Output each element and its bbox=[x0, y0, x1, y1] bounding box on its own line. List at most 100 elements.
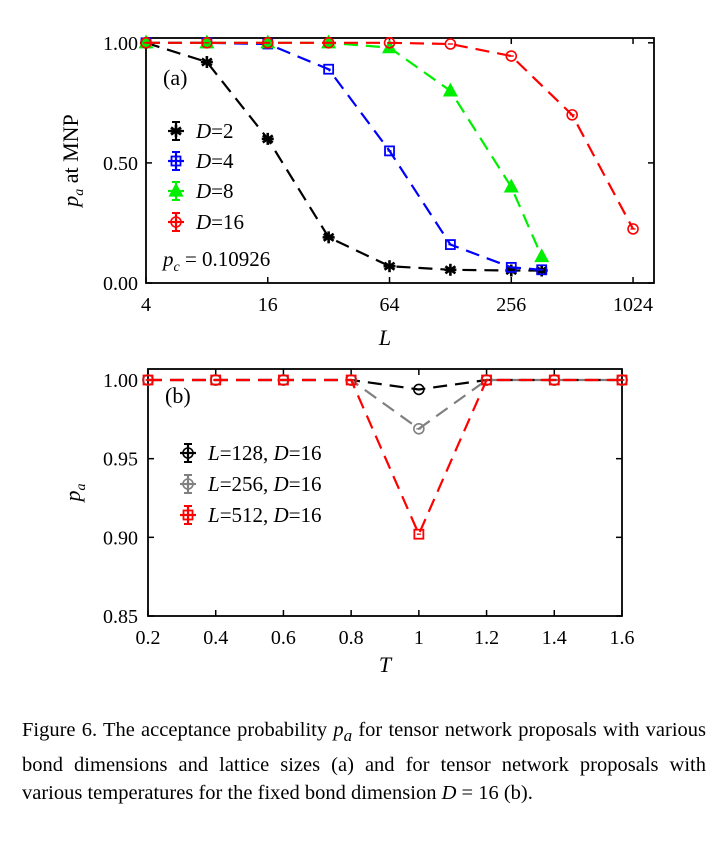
panel-a: 4 16 64 256 1024 0.00 0.50 1.00 Lpa at MNP (a) D=2… bbox=[58, 33, 655, 350]
x-tick-label: 1024 bbox=[613, 294, 653, 316]
data-point bbox=[322, 37, 335, 49]
data-point bbox=[413, 383, 425, 396]
x-tick-label: 0.4 bbox=[203, 627, 228, 649]
panel-label: (a) bbox=[163, 65, 187, 90]
y-tick-label: 0.85 bbox=[103, 606, 138, 628]
y-axis-label-group: pa bbox=[60, 484, 89, 504]
data-point bbox=[548, 374, 560, 386]
x-tick-label: 1 bbox=[414, 627, 424, 649]
x-tick-label: 1.2 bbox=[474, 627, 499, 649]
legend-label: L=128, D=16 bbox=[207, 441, 322, 465]
legend-marker bbox=[170, 155, 182, 167]
legend-entry bbox=[180, 474, 196, 494]
y-tick-label: 1.00 bbox=[103, 370, 138, 392]
x-tick-label: 16 bbox=[258, 294, 278, 316]
y-tick-label: 0.90 bbox=[103, 527, 138, 549]
y-tick-label: 0.00 bbox=[103, 273, 138, 295]
data-point bbox=[481, 374, 492, 386]
data-point bbox=[278, 374, 289, 386]
data-point bbox=[322, 231, 335, 244]
legend-entry bbox=[180, 443, 196, 463]
legend-entry bbox=[168, 181, 184, 201]
series-l512d16 bbox=[142, 374, 628, 540]
caption-lead: Figure 6. The acceptance probability bbox=[22, 719, 334, 741]
x-tick-label: 256 bbox=[496, 294, 526, 316]
y-tick-label: 0.95 bbox=[103, 449, 138, 471]
data-point bbox=[261, 132, 274, 145]
legend-label: D=2 bbox=[195, 119, 234, 143]
legend: D=2 D=4 D=8 D=16 bbox=[168, 119, 244, 234]
data-point bbox=[444, 239, 456, 250]
y-axis-label: pa at MNP bbox=[58, 114, 87, 209]
legend-marker bbox=[168, 182, 184, 197]
data-point bbox=[616, 374, 628, 386]
data-point bbox=[444, 38, 457, 50]
caption-symbol-sub: a bbox=[343, 726, 353, 746]
legend: L=128, D=16 L=256, D=16 L=512, D=16 bbox=[180, 441, 322, 527]
y-tick-label: 1.00 bbox=[103, 33, 138, 55]
x-tick-label: 4 bbox=[141, 294, 151, 316]
legend-marker bbox=[170, 125, 182, 137]
x-tick-label: 0.8 bbox=[339, 627, 364, 649]
caption-symbol: p bbox=[333, 719, 344, 741]
panel-label: (b) bbox=[165, 383, 191, 408]
data-point bbox=[345, 374, 357, 386]
data-point bbox=[201, 37, 213, 49]
data-point bbox=[413, 528, 425, 540]
legend-entry bbox=[180, 505, 196, 525]
legend-label: D=4 bbox=[195, 149, 234, 173]
series-line bbox=[148, 378, 622, 431]
data-point bbox=[383, 260, 396, 273]
caption-tail: = 16 (b). bbox=[456, 782, 533, 805]
figure: 4 16 64 256 1024 0.00 0.50 1.00 Lpa at MNP (a) D=2… bbox=[58, 33, 655, 677]
data-point bbox=[566, 109, 578, 121]
panel-b: 0.2 0.4 0.6 0.8 1 1.2 1.4 1.6 0.85 0.90 0.95 1.00 Tp… bbox=[60, 368, 635, 677]
caption-symbol2: D bbox=[441, 782, 457, 805]
data-point bbox=[142, 374, 154, 386]
x-tick-label: 1.6 bbox=[610, 627, 635, 649]
legend-label: D=8 bbox=[195, 179, 234, 203]
x-axis-label: L bbox=[378, 325, 391, 350]
data-point bbox=[442, 82, 458, 97]
data-point bbox=[323, 63, 335, 75]
annotation: pc = 0.10926 bbox=[161, 247, 270, 275]
legend-label: L=512, D=16 bbox=[207, 503, 322, 527]
data-point bbox=[534, 248, 550, 263]
data-point bbox=[384, 145, 395, 157]
y-axis-label-group: pa at MNP bbox=[58, 114, 87, 209]
x-tick-label: 1.4 bbox=[542, 627, 567, 649]
plot-frame bbox=[145, 37, 655, 284]
x-tick-label: 0.6 bbox=[271, 627, 296, 649]
series-line bbox=[145, 41, 542, 272]
data-point bbox=[200, 56, 213, 69]
plot-frame bbox=[147, 368, 623, 617]
series-line bbox=[148, 378, 622, 537]
data-point bbox=[140, 37, 152, 49]
data-point bbox=[505, 50, 518, 62]
data-point bbox=[261, 37, 274, 49]
data-point bbox=[627, 223, 639, 235]
legend-entry bbox=[168, 121, 184, 141]
data-point bbox=[536, 264, 548, 276]
x-axis-label: T bbox=[379, 652, 393, 677]
data-point bbox=[383, 37, 396, 49]
legend-marker bbox=[170, 216, 182, 228]
data-point bbox=[210, 374, 222, 386]
legend-marker bbox=[182, 447, 194, 459]
data-point bbox=[413, 422, 425, 435]
data-point bbox=[505, 261, 517, 273]
y-tick-label: 0.50 bbox=[103, 153, 138, 175]
x-tick-label: 0.2 bbox=[136, 627, 161, 649]
data-point bbox=[503, 178, 519, 193]
legend-entry bbox=[168, 151, 184, 171]
y-axis-label: pa bbox=[60, 484, 89, 504]
legend-label: L=256, D=16 bbox=[207, 472, 322, 496]
legend-entry bbox=[168, 212, 184, 232]
series-d16 bbox=[140, 37, 639, 235]
x-tick-label: 64 bbox=[380, 294, 400, 316]
legend-marker bbox=[182, 478, 194, 490]
figure-caption: Figure 6. The acceptance probability pa … bbox=[22, 716, 706, 808]
caption-middle: for tensor network proposals with variou… bbox=[22, 719, 706, 805]
legend-marker bbox=[182, 509, 194, 521]
legend-label: D=16 bbox=[195, 210, 244, 234]
